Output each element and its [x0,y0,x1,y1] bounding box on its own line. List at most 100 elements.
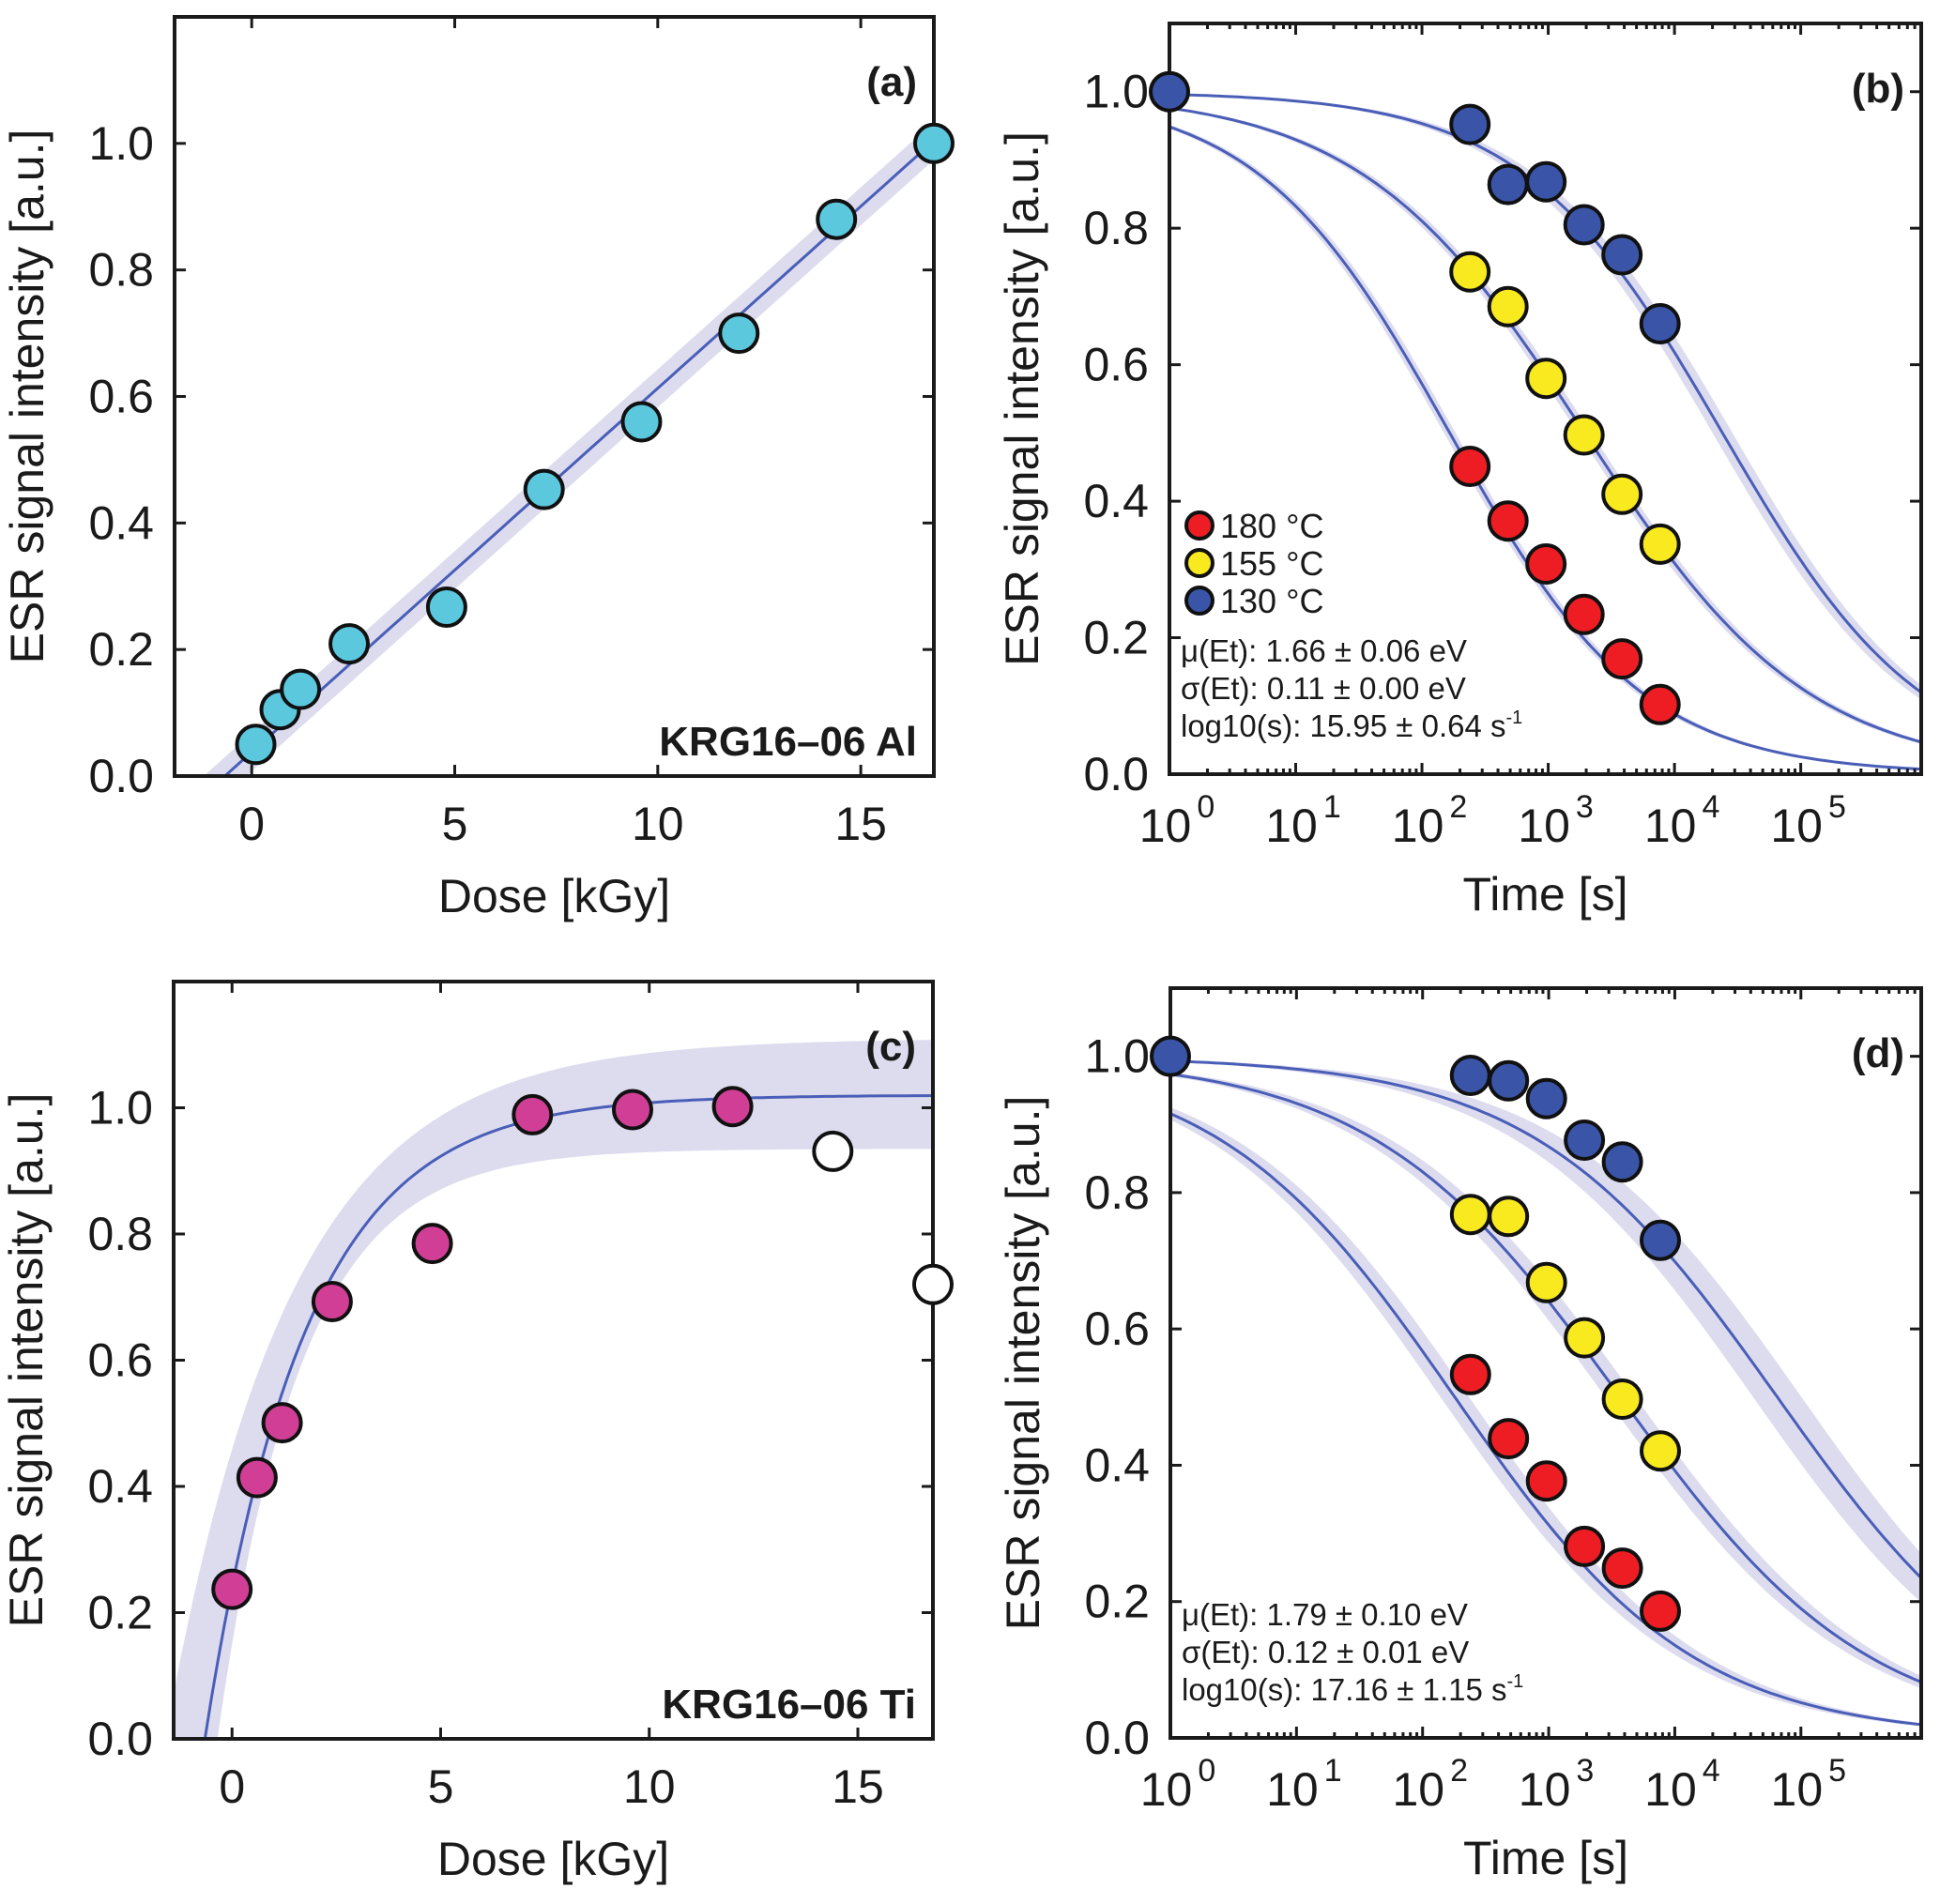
data-point [523,468,565,510]
data-point [1601,638,1643,680]
plot-area [174,1040,933,1739]
fit-parameter-value: σ(Et): 0.11 ± 0.00 eV [1181,671,1466,706]
x-tick-label: 10 5 [1770,789,1846,852]
data-point [1640,1219,1681,1261]
tick-base: 10 [1392,1763,1444,1816]
tick-base: 10 [1519,1763,1571,1816]
axes-frame [173,15,936,778]
y-tick-label: 0.2 [1084,1576,1150,1628]
data-point [1639,683,1681,725]
data-point [718,312,760,355]
data-point [1563,414,1605,456]
tick-base: 10 [1140,1763,1193,1816]
y-tick-label: 1.0 [88,117,154,170]
fit-parameter-value: μ(Et): 1.79 ± 0.10 eV [1182,1597,1468,1632]
series-130-c [1150,1035,1681,1261]
y-tick-label: 0.0 [87,1713,153,1765]
y-tick-label: 0.8 [1084,1166,1150,1219]
x-tick-label: 10 2 [1392,1753,1468,1816]
x-tick-label: 10 [623,1760,676,1813]
data-point [1449,446,1491,487]
axes-frame [1168,22,1923,776]
data-point [1640,1430,1681,1472]
tick-exponent: 0 [1198,1753,1215,1789]
x-tick-label: 10 3 [1519,1753,1595,1816]
y-tick-label: 0.4 [1084,1439,1150,1491]
panel-label: (b) [1852,66,1904,112]
fit-parameter-value: μ(Et): 1.66 ± 0.06 eV [1181,633,1467,668]
tick-base: 10 [1139,800,1192,852]
y-tick-label: 0.2 [88,623,154,676]
data-point [235,724,277,766]
fit-line [203,1094,933,1739]
series-155-c [1449,251,1681,565]
data-point [1487,285,1529,327]
tick-base: 10 [1644,800,1697,852]
x-tick-label: 0 [219,1760,245,1813]
x-tick-label: 10 0 [1139,789,1215,852]
data-point [311,1281,353,1322]
fit-parameters: μ(Et): 1.66 ± 0.06 eVσ(Et): 0.11 ± 0.00 … [1181,633,1522,743]
fit-line [1169,125,1921,771]
data-point [1564,1317,1606,1359]
y-tick-label: 0.2 [1083,612,1149,664]
y-axis-label: ESR signal intensity [a.u.] [996,131,1048,666]
data-point [912,1263,954,1305]
tick-exponent: 3 [1576,789,1594,825]
tick-exponent: 1 [1323,789,1341,825]
series-180-c [1449,446,1681,725]
y-tick-label: 1.0 [1084,1030,1150,1083]
fit-confidence-band [1170,1072,1921,1689]
fit-line [1170,1073,1921,1683]
fit-parameter-text: log10(s): 15.95 ± 0.64 s-1 [1181,708,1522,743]
series-krg16-06-ti-excluded- [812,1130,954,1305]
y-tick-label: 0.2 [87,1587,153,1639]
data-point [328,623,370,665]
sample-label: KRG16–06 Al [659,719,917,765]
data-point [1601,473,1643,515]
x-tick-label: 15 [834,798,887,850]
x-tick-label: 5 [428,1760,454,1813]
y-tick-label: 0.6 [1084,1302,1150,1355]
data-point [1525,543,1567,585]
data-point [913,122,955,164]
y-tick-label: 1.0 [1083,66,1149,118]
panel-a: 0.0 0.2 0.4 0.6 0.8 1.0 0 5 10 15 Dose [kGy] ESR si… [1,15,955,922]
fit-confidence-band [1170,1107,1921,1727]
y-tick-label: 0.4 [87,1460,153,1513]
data-point [1601,1141,1643,1183]
series-krg16-06-al [235,122,955,766]
data-point [711,1086,754,1128]
data-point [280,668,322,710]
y-tick-label: 0.0 [1083,748,1149,800]
data-point [1639,523,1681,565]
axes-frame [1169,986,1923,1740]
tick-exponent: 1 [1324,1753,1342,1789]
panel-label: (c) [865,1024,916,1070]
tick-base: 10 [1518,800,1570,852]
y-tick-label: 0.4 [1083,475,1149,527]
data-point [1449,1194,1491,1236]
x-axis-label: Time [s] [1463,1832,1628,1884]
data-point [236,1456,278,1499]
data-point [1150,1035,1191,1077]
x-axis-label: Time [s] [1463,868,1628,921]
x-tick-label: 10 1 [1266,1753,1342,1816]
data-point [1564,1120,1606,1161]
fit-parameters: μ(Et): 1.79 ± 0.10 eVσ(Et): 0.12 ± 0.01 … [1182,1597,1523,1707]
x-tick-label: 10 4 [1644,1753,1720,1816]
data-point [1564,1525,1606,1567]
data-point [1449,1353,1491,1395]
data-point [1487,163,1529,206]
panel-d: 0.00.20.40.60.81.010 0 10 1 10 2 10 3 10 4 10 5Time… [997,986,1923,1884]
data-point [812,1130,854,1172]
legend-marker [1184,548,1214,578]
panel-label: (a) [866,59,917,105]
data-point [1449,251,1491,293]
data-point [1525,1460,1567,1502]
data-point [1488,1418,1530,1460]
data-point [1601,234,1643,276]
data-point [1487,500,1529,542]
